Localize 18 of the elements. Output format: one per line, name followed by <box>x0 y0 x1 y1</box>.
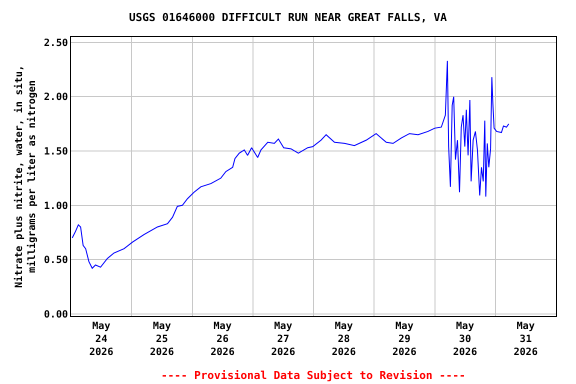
x-tick-label: May 29 2026 <box>392 321 416 358</box>
x-tick-label: May 31 2026 <box>514 321 538 358</box>
y-tick-label: 2.00 <box>44 92 68 104</box>
y-axis-title: Nitrate plus nitrite, water, in situ, milligrams per liter as nitrogen <box>12 65 38 288</box>
y-tick-label: 1.50 <box>44 146 68 158</box>
x-tick-label: May 28 2026 <box>332 321 356 358</box>
chart-title: USGS 01646000 DIFFICULT RUN NEAR GREAT FALLS, VA <box>129 11 448 24</box>
x-tick-label: May 30 2026 <box>453 321 478 358</box>
x-tick-label: May 27 2026 <box>271 321 296 358</box>
y-tick-label: 2.50 <box>44 38 68 49</box>
y-tick-label: 0.50 <box>44 255 68 266</box>
line-series <box>72 60 510 269</box>
y-tick-label: 1.00 <box>44 200 68 212</box>
x-tick-label: May 24 2026 <box>89 321 114 358</box>
text: ---- Provisional Data Subject to Revision ---- <box>161 369 466 382</box>
x-tick-label: May 26 2026 <box>210 321 235 358</box>
x-tick-label: May 25 2026 <box>150 321 174 358</box>
y-tick-label: 0.00 <box>44 309 68 320</box>
